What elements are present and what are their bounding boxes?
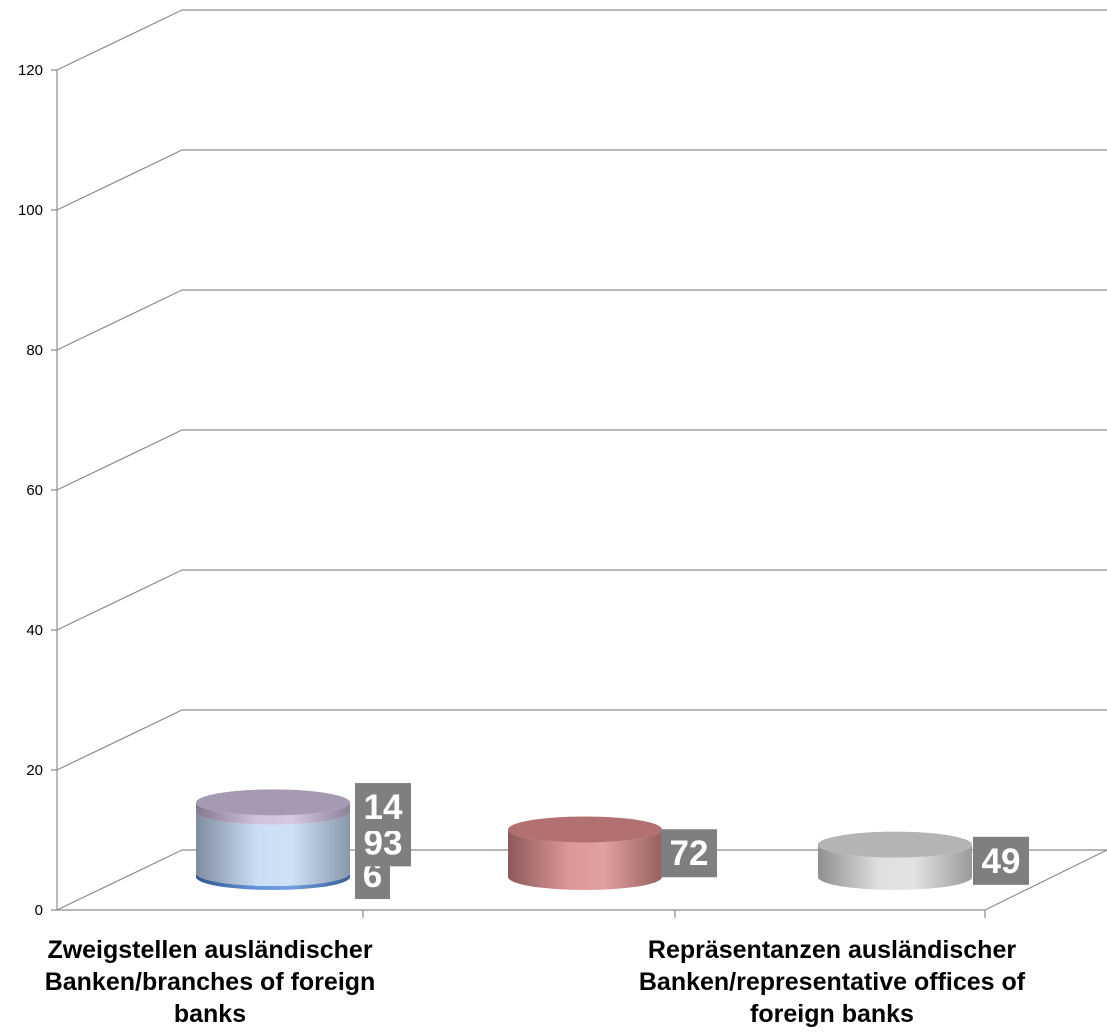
y-tick-label: 60 — [26, 482, 43, 499]
y-tick-label: 100 — [18, 202, 43, 219]
data-label-text: 14 — [364, 788, 403, 827]
data-label: 72 — [661, 829, 717, 878]
bar-2 — [508, 816, 662, 890]
gridlines — [56, 9, 1107, 911]
category-labels: Zweigstellen ausländischer Banken/branche… — [45, 936, 1026, 1028]
y-tick-label: 40 — [26, 622, 43, 639]
floor-right-edge — [984, 849, 1107, 911]
bar-top-cap — [508, 816, 662, 843]
y-tick-label: 120 — [18, 62, 43, 79]
bar-segment — [196, 811, 350, 887]
data-label: 49 — [973, 836, 1029, 885]
gridline-side — [56, 709, 183, 771]
data-label: 14 — [355, 783, 411, 832]
x-category-label: Zweigstellen ausländischer Banken/branche… — [45, 936, 376, 1028]
data-label-text: 72 — [670, 834, 709, 873]
gridline-side — [56, 289, 183, 351]
bar-top-cap — [818, 831, 972, 858]
y-tick-label: 20 — [26, 762, 43, 779]
data-label-text: 49 — [982, 842, 1021, 881]
gridline-side — [56, 9, 183, 71]
bar-segment — [818, 844, 972, 890]
y-tick-label: 80 — [26, 342, 43, 359]
gridline-side — [56, 569, 183, 631]
y-tick-label: 0 — [35, 902, 43, 919]
bar-3 — [818, 831, 972, 890]
data-label-box — [661, 829, 717, 878]
bar-segment — [196, 873, 350, 890]
bar-top-cap — [196, 789, 350, 816]
data-label-box — [973, 836, 1029, 885]
gridline-side — [56, 149, 183, 211]
bar-segment — [508, 829, 662, 890]
data-label-box — [355, 783, 411, 832]
gridline-side — [56, 429, 183, 491]
gridline-side — [56, 849, 183, 911]
bar-1 — [196, 789, 350, 890]
bar-segment — [196, 802, 350, 825]
axes: 0 20 40 60 80 100 120 — [18, 62, 1107, 919]
plot-area — [196, 789, 972, 890]
x-category-label: Repräsentanzen ausländischer Banken/repre… — [639, 936, 1026, 1028]
